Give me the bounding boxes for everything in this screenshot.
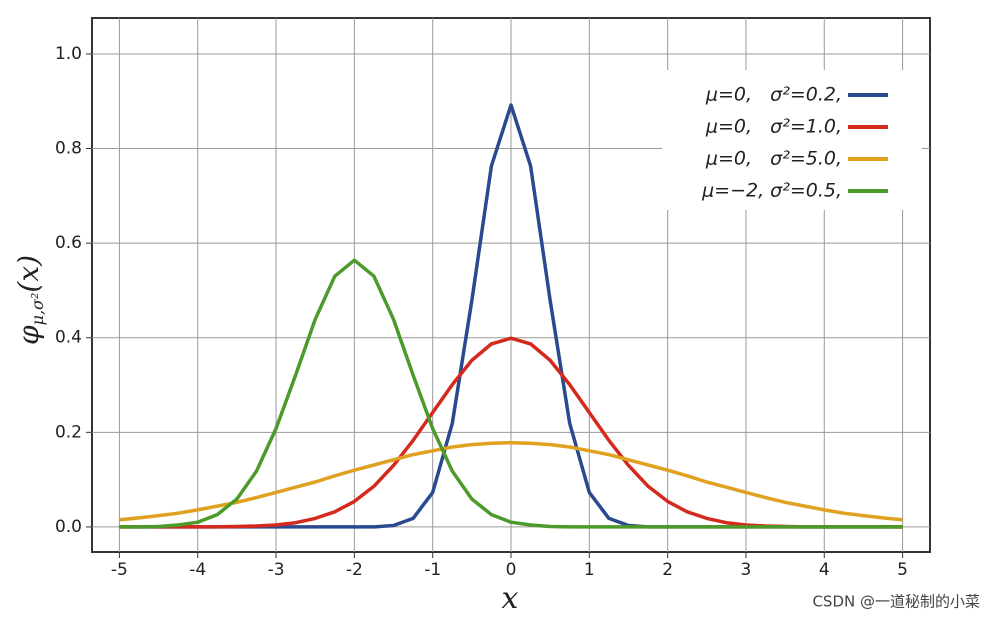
x-tick-label: 4 <box>819 560 830 580</box>
y-label-base: φ <box>12 325 45 345</box>
legend-label: μ=0, σ²=5.0, <box>705 148 842 170</box>
legend: μ=0, σ²=0.2, μ=0, σ²=1.0, μ=0, σ²=5.0, μ=−2… <box>662 70 922 210</box>
y-tick-label: 1.0 <box>55 44 82 64</box>
x-tick-label: 1 <box>584 560 595 580</box>
x-tick-label: -5 <box>111 560 128 580</box>
x-tick-label: 0 <box>506 560 517 580</box>
y-tick-label: 0.4 <box>55 328 82 348</box>
y-tick-label: 0.0 <box>55 517 82 537</box>
legend-label: μ=0, σ²=1.0, <box>705 116 842 138</box>
x-tick-label: -4 <box>189 560 206 580</box>
y-tick-label: 0.8 <box>55 139 82 159</box>
legend-label: μ=0, σ²=0.2, <box>705 84 842 106</box>
series-line <box>119 440 903 522</box>
x-axis-label: x <box>502 581 519 616</box>
x-tick-label: 2 <box>662 560 673 580</box>
x-tick-label: 5 <box>897 560 908 580</box>
y-tick-label: 0.6 <box>55 233 82 253</box>
y-label-sub: μ,σ² <box>28 293 47 326</box>
x-tick-label: -1 <box>424 560 441 580</box>
y-label-arg: (x) <box>12 255 45 293</box>
x-tick-label: 3 <box>741 560 752 580</box>
y-tick-label: 0.2 <box>55 422 82 442</box>
x-tick-label: -3 <box>268 560 285 580</box>
legend-label: μ=−2, σ²=0.5, <box>701 180 842 202</box>
x-tick-label: -2 <box>346 560 363 580</box>
series-line <box>119 258 903 529</box>
watermark: CSDN @一道秘制的小菜 <box>812 593 980 611</box>
y-axis-label: φμ,σ²(x) <box>12 255 47 345</box>
